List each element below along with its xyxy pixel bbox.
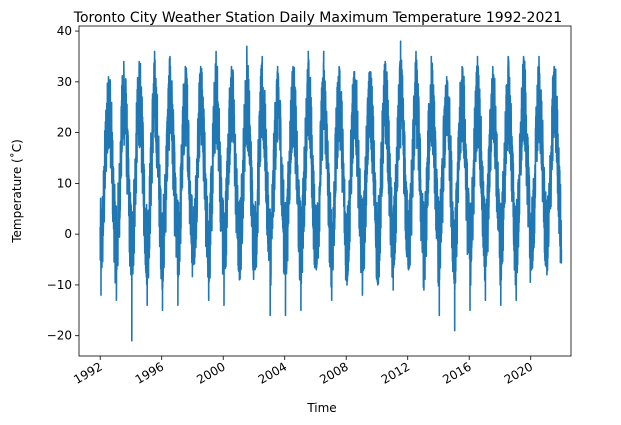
y-tick-label: 0 (64, 227, 72, 241)
y-axis-label: Temperature (˚C) (9, 139, 24, 244)
x-axis-label: Time (306, 401, 336, 415)
y-tick-label: 40 (57, 24, 72, 38)
y-tick-label: −10 (47, 278, 72, 292)
plot-frame (78, 25, 572, 357)
y-tick-label: 10 (57, 176, 72, 190)
y-tick-label: 20 (57, 126, 72, 140)
series-line (99, 40, 563, 342)
data-series (99, 40, 563, 342)
plot-area (78, 25, 572, 357)
y-tick-label: 30 (57, 75, 72, 89)
y-tick-label: −20 (47, 329, 72, 343)
chart-title: Toronto City Weather Station Daily Maxim… (73, 10, 562, 26)
y-axis: −20 −10 0 10 20 30 40 (47, 24, 79, 343)
